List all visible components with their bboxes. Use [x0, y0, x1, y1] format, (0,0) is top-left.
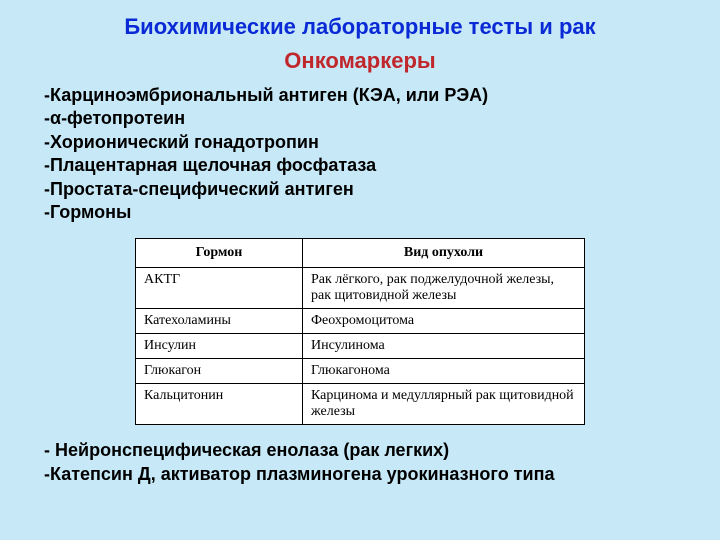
list-item: -Катепсин Д, активатор плазминогена урок… [44, 463, 680, 486]
table-header-cell: Вид опухоли [303, 239, 585, 268]
table-row: Инсулин Инсулинома [136, 334, 585, 359]
table-cell: Карцинома и медуллярный рак щитовидной ж… [303, 384, 585, 425]
list-item: Простата-специфический антиген [44, 178, 680, 201]
list-item-text: Нейронспецифическая енолаза (рак легких) [50, 440, 449, 460]
table-cell: Рак лёгкого, рак поджелудочной железы, р… [303, 268, 585, 309]
list-item-text: Простата-специфический антиген [50, 179, 354, 199]
list-item-text: Хорионический гонадотропин [50, 132, 319, 152]
slide: Биохимические лабораторные тесты и рак О… [0, 0, 720, 540]
list-item-text: Катепсин Д, активатор плазминогена уроки… [50, 464, 554, 484]
table-row: Катехоламины Феохромоцитома [136, 309, 585, 334]
table-row: Глюкагон Глюкагонома [136, 359, 585, 384]
table-cell: Инсулин [136, 334, 303, 359]
table-cell: АКТГ [136, 268, 303, 309]
list-item: Карциноэмбриональный антиген (КЭА, или Р… [44, 84, 680, 107]
table-cell: Глюкагон [136, 359, 303, 384]
list-item-text: Плацентарная щелочная фосфатаза [50, 155, 376, 175]
list-item: - Нейронспецифическая енолаза (рак легки… [44, 439, 680, 462]
slide-subtitle: Онкомаркеры [40, 48, 680, 74]
list-item: Хорионический гонадотропин [44, 131, 680, 154]
table-cell: Глюкагонома [303, 359, 585, 384]
bottom-list: - Нейронспецифическая енолаза (рак легки… [44, 439, 680, 486]
table-row: АКТГ Рак лёгкого, рак поджелудочной желе… [136, 268, 585, 309]
list-item-text: Карциноэмбриональный антиген (КЭА, или Р… [50, 85, 488, 105]
slide-title: Биохимические лабораторные тесты и рак [40, 14, 680, 40]
table-cell: Феохромоцитома [303, 309, 585, 334]
top-list: Карциноэмбриональный антиген (КЭА, или Р… [44, 84, 680, 224]
table-row: Кальцитонин Карцинома и медуллярный рак … [136, 384, 585, 425]
list-item: Плацентарная щелочная фосфатаза [44, 154, 680, 177]
list-item: Гормоны [44, 201, 680, 224]
list-item-text: α-фетопротеин [50, 108, 185, 128]
table-header-row: Гормон Вид опухоли [136, 239, 585, 268]
table-cell: Кальцитонин [136, 384, 303, 425]
list-item-text: Гормоны [50, 202, 131, 222]
list-item: α-фетопротеин [44, 107, 680, 130]
table-cell: Инсулинома [303, 334, 585, 359]
table-header-cell: Гормон [136, 239, 303, 268]
hormone-table: Гормон Вид опухоли АКТГ Рак лёгкого, рак… [135, 238, 585, 425]
hormone-table-wrap: Гормон Вид опухоли АКТГ Рак лёгкого, рак… [135, 238, 585, 425]
table-cell: Катехоламины [136, 309, 303, 334]
